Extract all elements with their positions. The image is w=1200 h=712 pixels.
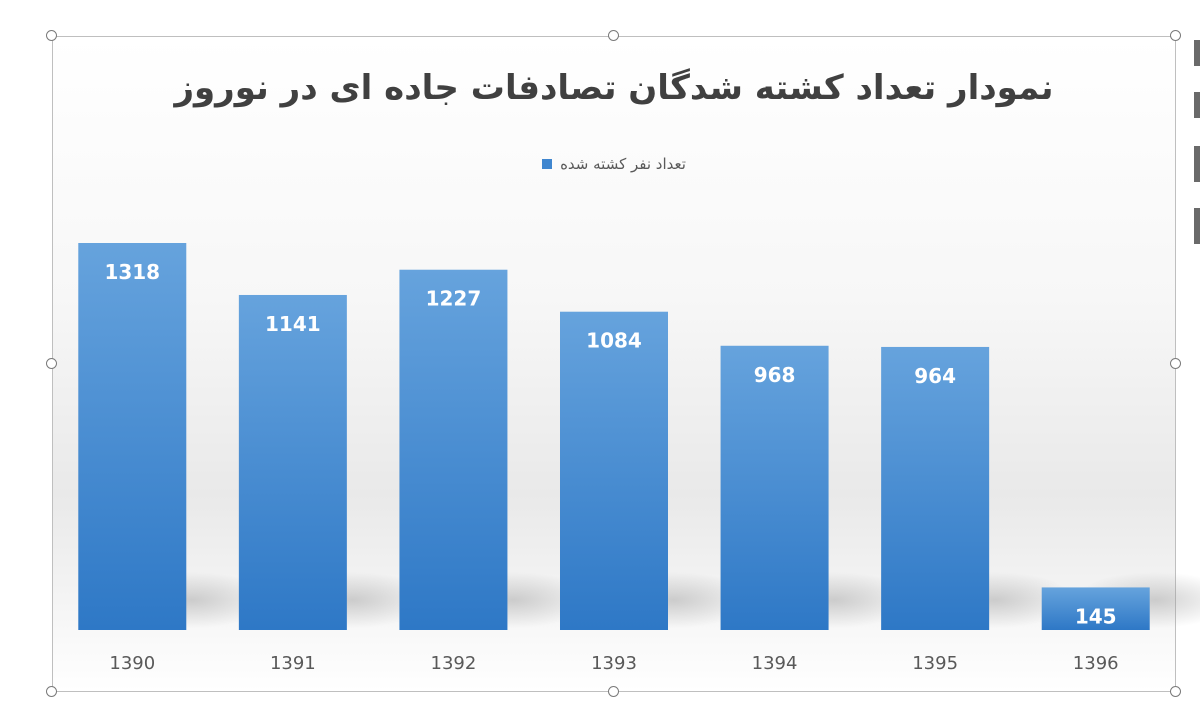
resize-handle-top-center[interactable]	[608, 30, 619, 41]
x-tick-label-1390: 1390	[109, 653, 155, 674]
bar-1393[interactable]	[560, 311, 668, 630]
side-panel-edge	[1194, 146, 1200, 182]
bar-1391[interactable]	[238, 294, 347, 630]
data-label-1392: 1227	[426, 287, 482, 311]
legend-swatch	[542, 159, 553, 169]
chart-title: نمودار تعداد کشته شدگان تصادفات جاده ای …	[174, 68, 1054, 108]
bar-1396[interactable]	[1041, 587, 1150, 630]
data-label-1390: 1318	[104, 260, 160, 284]
bar-1392[interactable]	[399, 269, 508, 630]
resize-handle-top-right[interactable]	[1170, 30, 1181, 41]
x-tick-label-1394: 1394	[752, 653, 798, 674]
x-tick-label-1396: 1396	[1073, 653, 1119, 674]
data-label-1391: 1141	[265, 312, 321, 336]
resize-handle-middle-right[interactable]	[1170, 358, 1181, 369]
resize-handle-bottom-center[interactable]	[608, 686, 619, 697]
legend[interactable]: تعداد نفر کشته شده	[52, 155, 1176, 173]
data-label-1396: 145	[1075, 604, 1117, 628]
bar-1390[interactable]	[78, 243, 187, 630]
bar-1395[interactable]	[881, 346, 990, 630]
side-panel-edge	[1194, 40, 1200, 66]
data-label-1394: 968	[754, 363, 796, 387]
data-label-1395: 964	[914, 364, 956, 388]
x-tick-label-1393: 1393	[591, 653, 637, 674]
resize-handle-bottom-right[interactable]	[1170, 686, 1181, 697]
x-tick-label-1395: 1395	[912, 653, 958, 674]
side-panel-edge	[1194, 92, 1200, 118]
bar-1394[interactable]	[720, 345, 829, 630]
resize-handle-top-left[interactable]	[46, 30, 57, 41]
resize-handle-middle-left[interactable]	[46, 358, 57, 369]
x-tick-label-1391: 1391	[270, 653, 316, 674]
resize-handle-bottom-left[interactable]	[46, 686, 57, 697]
x-tick-label-1392: 1392	[431, 653, 477, 674]
side-panel-edge	[1194, 208, 1200, 244]
legend-label: تعداد نفر کشته شده	[560, 155, 686, 173]
data-label-1393: 1084	[586, 329, 642, 353]
